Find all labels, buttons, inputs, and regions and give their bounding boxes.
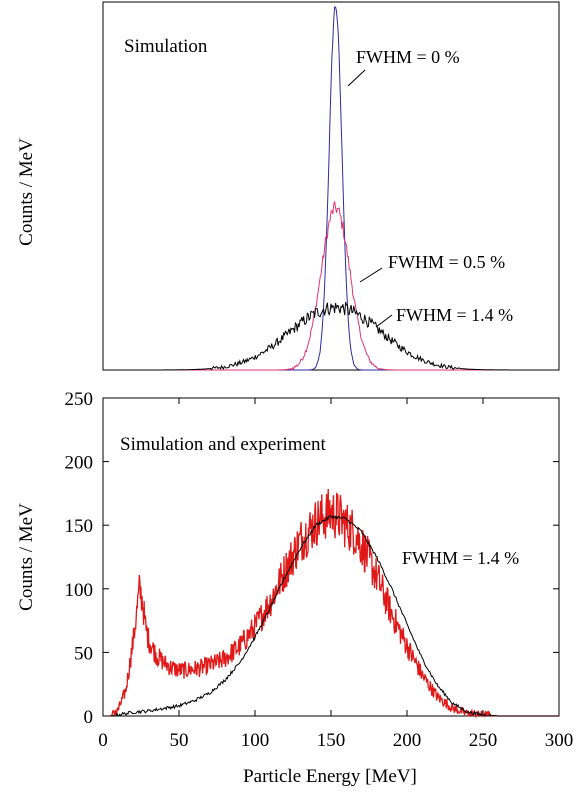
top-series-group xyxy=(103,6,559,371)
top-series-leader-0 xyxy=(347,69,366,87)
top-panel: Simulation Counts / MeV FWHM = 0 % FWHM … xyxy=(16,1,560,371)
bottom-series-group xyxy=(110,488,559,718)
y-tick-label: 250 xyxy=(65,389,94,410)
x-tick-label: 0 xyxy=(98,730,108,751)
top-series-label-0: FWHM = 0 % xyxy=(356,47,460,67)
bottom-ylabel: Counts / MeV xyxy=(16,503,37,611)
bottom-series-line-1 xyxy=(110,514,559,717)
bottom-legend-text: FWHM = 1.4 % xyxy=(402,548,519,568)
x-tick-label: 200 xyxy=(393,730,422,751)
top-series-label-1: FWHM = 0.5 % xyxy=(388,252,505,272)
bottom-series-line-0 xyxy=(110,488,559,718)
bottom-xlabel: Particle Energy [MeV] xyxy=(243,766,417,787)
x-tick-label: 250 xyxy=(469,730,498,751)
top-series-line-1 xyxy=(103,201,559,371)
y-tick-label: 50 xyxy=(74,643,93,664)
top-series-leader-2 xyxy=(375,314,393,328)
top-annotation: Simulation xyxy=(124,36,208,57)
bottom-panel: 0 50 100 150 200 250 300 0 50 100 150 200 250 Simula… xyxy=(16,389,573,787)
top-ylabel: Counts / MeV xyxy=(16,138,37,246)
y-tick-label: 200 xyxy=(65,453,94,474)
top-series-leader-1 xyxy=(359,267,383,283)
bottom-annotation: Simulation and experiment xyxy=(120,434,327,455)
y-tick-label: 0 xyxy=(84,707,94,728)
y-tick-label: 150 xyxy=(65,516,94,537)
top-plot-frame xyxy=(102,1,560,371)
bottom-ticks-group: 0 50 100 150 200 250 300 0 50 100 150 200 250 xyxy=(65,389,574,751)
y-tick-label: 100 xyxy=(65,580,94,601)
top-series-line-2 xyxy=(103,301,559,371)
x-tick-label: 150 xyxy=(317,730,346,751)
x-tick-label: 100 xyxy=(241,730,270,751)
x-tick-label: 50 xyxy=(170,730,189,751)
x-tick-label: 300 xyxy=(545,730,574,751)
top-series-label-2: FWHM = 1.4 % xyxy=(396,305,513,325)
